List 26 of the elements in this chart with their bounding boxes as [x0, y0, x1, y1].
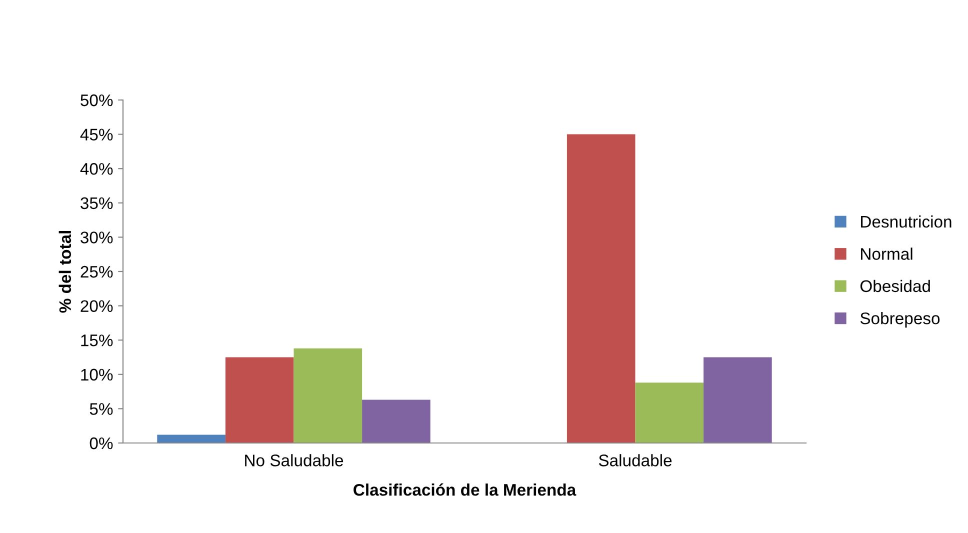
bar	[157, 434, 226, 443]
bar	[225, 357, 294, 443]
bar	[566, 134, 636, 443]
legend-label: Desnutricion	[861, 215, 952, 228]
bar	[294, 348, 362, 443]
y-tick-label: 5%	[90, 403, 113, 415]
y-tick-label: 20%	[80, 300, 113, 312]
y-tick-label: 50%	[80, 94, 113, 106]
legend-label: Normal	[861, 248, 912, 260]
y-tick-label: 45%	[80, 128, 113, 141]
bar	[362, 400, 430, 443]
bar	[704, 357, 772, 443]
bar	[635, 382, 704, 443]
x-tick-label: No Saludable	[245, 454, 344, 466]
y-tick-label: 0%	[90, 437, 113, 450]
x-tick-label: Saludable	[598, 454, 672, 466]
y-tick-label: 25%	[80, 266, 113, 278]
y-tick-label: 30%	[80, 232, 113, 244]
y-tick-label: 35%	[80, 197, 113, 210]
legend-label: Sobrepeso	[860, 312, 940, 328]
y-tick-label: 40%	[80, 163, 113, 175]
y-tick-label: 10%	[81, 368, 113, 381]
x-axis-title: Clasificación de la Merienda	[354, 483, 576, 496]
y-axis-title: % del total	[58, 231, 72, 313]
y-tick-label: 15%	[81, 334, 113, 346]
legend-label: Obesidad	[860, 280, 930, 292]
